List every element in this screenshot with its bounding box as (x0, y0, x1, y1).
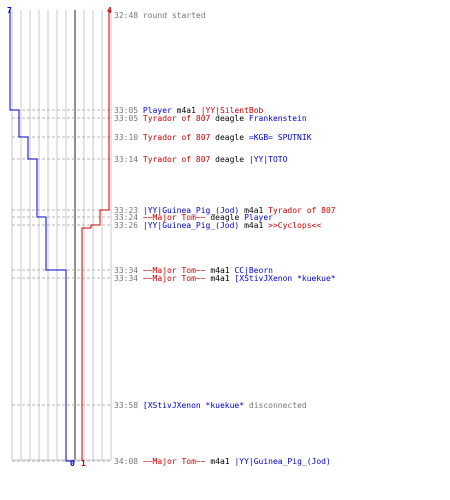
event-text: deagle (210, 133, 249, 142)
event-text: ~~Major Tom~~ (142, 266, 206, 275)
event-text: >>Cyclops<< (268, 221, 322, 230)
event-text: |YY|Guinea_Pig_(Jod) (142, 206, 240, 215)
event-text: Tyrador of 807 (142, 114, 211, 123)
event-time: 33:10 (114, 133, 139, 142)
event-row: 33:24 ~~Major Tom~~ deagle Player (114, 213, 273, 222)
event-row: 33:14 Tyrador of 807 deagle |YY|TOTO (114, 155, 287, 164)
event-text: deagle (210, 155, 249, 164)
event-text: [XStivJXenon *kuekue* (234, 274, 336, 283)
event-text: Tyrador of 807 (142, 133, 211, 142)
event-text: |YY|TOTO (248, 155, 288, 164)
event-text: m4a1 (171, 106, 201, 115)
event-time: 33:26 (114, 221, 139, 230)
event-text: m4a1 (239, 221, 269, 230)
event-time: 33:05 (114, 106, 139, 115)
red-team-line (81, 10, 110, 461)
event-text: disconnected (244, 401, 307, 410)
event-row: 33:26 |YY|Guinea_Pig_(Jod) m4a1 >>Cyclop… (114, 221, 321, 230)
event-text: deagle (210, 114, 249, 123)
event-row: 33:34 ~~Major Tom~~ m4a1 CC|Beorn (114, 266, 273, 275)
event-time: 33:23 (114, 206, 139, 215)
event-time: 33:24 (114, 213, 139, 222)
blue-team-line (9, 10, 75, 462)
event-text: ~~Major Tom~~ (142, 213, 206, 222)
event-row: 33:05 Player m4a1 |YY|SilentBob (114, 106, 263, 115)
event-text: CC|Beorn (234, 266, 273, 275)
event-text: [XStivJXenon *kuekue* (142, 401, 245, 410)
event-text: ~~Major Tom~~ (142, 457, 206, 466)
event-row: 34:08 ~~Major Tom~~ m4a1 |YY|Guinea_Pig_… (114, 457, 331, 466)
event-text: Player (244, 213, 273, 222)
event-text: deagle (205, 213, 245, 222)
event-text: Player (142, 106, 172, 115)
event-text: |YY|SilentBob (200, 106, 264, 115)
event-text: |YY|Guinea_Pig_(Jod) (234, 457, 331, 466)
red-end-count: 1 (81, 459, 86, 468)
event-row: 33:10 Tyrador of 807 deagle =KGB= SPUTNI… (114, 133, 312, 142)
event-text: Tyrador of 807 (142, 155, 211, 164)
event-time: 33:05 (114, 114, 139, 123)
event-time: 32:48 (114, 11, 139, 20)
event-text: =KGB= SPUTNIK (248, 133, 312, 142)
event-time: 33:34 (114, 266, 139, 275)
blue-start-count: 7 (7, 6, 12, 15)
event-text: |YY|Guinea_Pig_(Jod) (142, 221, 240, 230)
event-row: 33:23 |YY|Guinea_Pig_(Jod) m4a1 Tyrador … (114, 206, 336, 215)
event-text: round started (142, 11, 206, 20)
event-row: 33:34 ~~Major Tom~~ m4a1 [XStivJXenon *k… (114, 274, 336, 283)
event-time: 33:34 (114, 274, 139, 283)
event-text: m4a1 (205, 457, 235, 466)
red-start-count: 4 (107, 6, 112, 15)
event-text: Frankenstein (248, 114, 307, 123)
event-row: 32:48 round started (114, 11, 206, 20)
event-text: m4a1 (205, 266, 235, 275)
event-text: m4a1 (239, 206, 269, 215)
event-text: Tyrador of 807 (268, 206, 336, 215)
blue-end-count: 0 (70, 459, 75, 468)
event-time: 33:58 (114, 401, 139, 410)
event-time: 34:08 (114, 457, 139, 466)
event-time: 33:14 (114, 155, 139, 164)
event-text: m4a1 (205, 274, 235, 283)
event-row: 33:05 Tyrador of 807 deagle Frankenstein (114, 114, 307, 123)
event-text: ~~Major Tom~~ (142, 274, 206, 283)
event-row: 33:58 [XStivJXenon *kuekue* disconnected (114, 401, 307, 410)
